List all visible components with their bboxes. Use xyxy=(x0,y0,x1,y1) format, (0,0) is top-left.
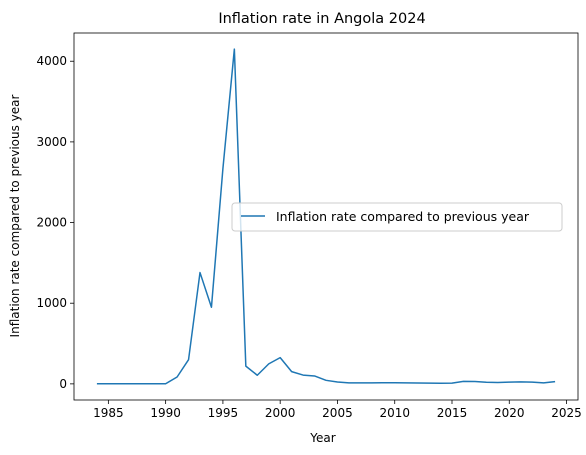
legend-label: Inflation rate compared to previous year xyxy=(276,209,530,224)
y-axis: 0 1000 2000 3000 4000 xyxy=(36,54,74,391)
legend-box xyxy=(231,202,563,232)
x-tick-label: 2025 xyxy=(551,406,582,420)
x-tick-label: 1985 xyxy=(93,406,124,420)
series-line xyxy=(96,48,556,385)
y-tick-label: 3000 xyxy=(36,135,67,149)
legend: Inflation rate compared to previous year xyxy=(231,202,563,232)
y-tick-label: 4000 xyxy=(36,54,67,68)
chart-title: Inflation rate in Angola 2024 xyxy=(218,11,425,27)
series-group xyxy=(96,48,556,385)
y-tick-label: 0 xyxy=(59,377,67,391)
x-tick-label: 2020 xyxy=(494,406,525,420)
x-tick-label: 1990 xyxy=(150,406,181,420)
y-axis-label: Inflation rate compared to previous year xyxy=(8,94,22,337)
plot-area: 1985 1990 1995 2000 2005 2010 2015 2020 2025 0 10… xyxy=(36,32,582,420)
y-tick-label: 2000 xyxy=(36,216,67,230)
x-tick-label: 2010 xyxy=(379,406,410,420)
x-tick-label: 1995 xyxy=(208,406,239,420)
x-tick-label: 2000 xyxy=(265,406,296,420)
x-axis-label: Year xyxy=(309,431,335,445)
y-tick-label: 1000 xyxy=(36,296,67,310)
plot-frame xyxy=(73,32,579,401)
x-tick-label: 2015 xyxy=(437,406,468,420)
x-axis: 1985 1990 1995 2000 2005 2010 2015 2020 2025 xyxy=(93,400,582,420)
x-tick-label: 2005 xyxy=(322,406,353,420)
